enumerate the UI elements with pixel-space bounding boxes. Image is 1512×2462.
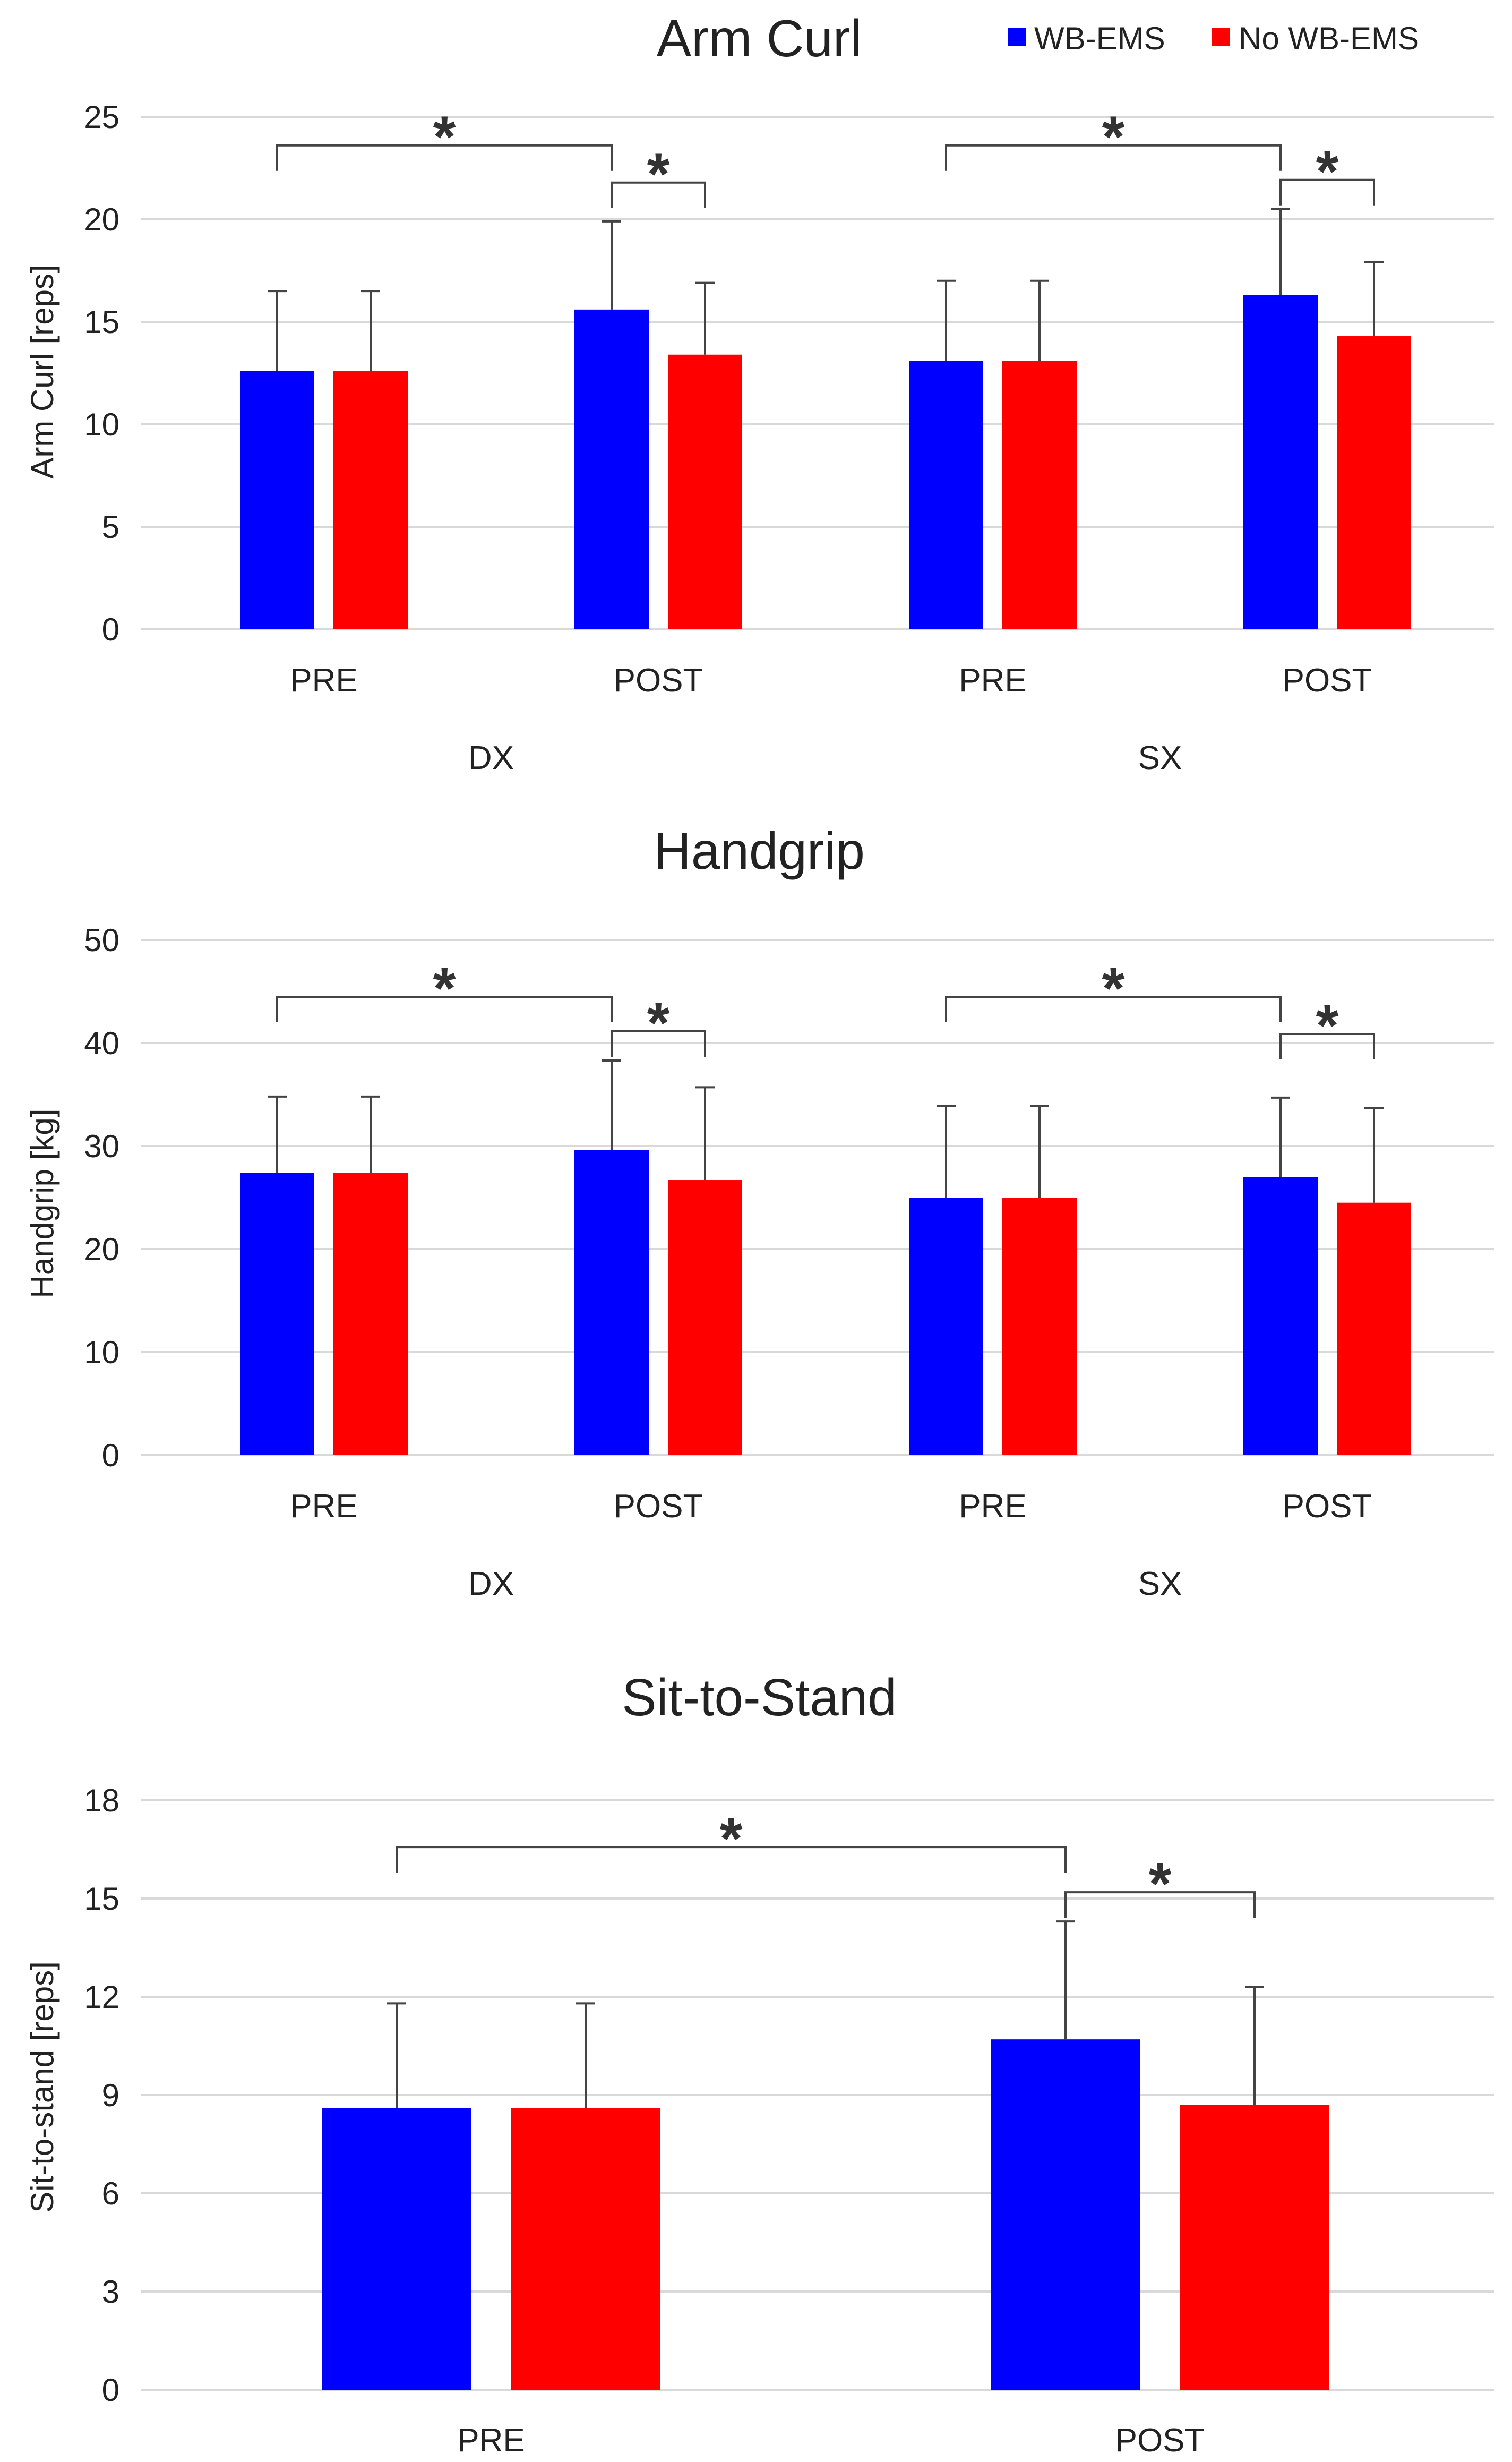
legend-label-no-wb-ems: No WB-EMS	[1239, 21, 1419, 56]
significance-star: *	[433, 956, 456, 1021]
significance-bracket	[276, 995, 613, 1022]
significance-bracket	[611, 1030, 706, 1057]
y-tick-label: 3	[102, 2274, 119, 2310]
significance-bracket	[1064, 1891, 1256, 1918]
significance-star: *	[1102, 105, 1125, 170]
significance-star: *	[1102, 956, 1125, 1021]
y-axis-label: Arm Curl [reps]	[24, 264, 60, 478]
x-tick-label: PRE	[457, 2422, 525, 2459]
y-tick-label: 0	[102, 612, 119, 647]
bar-no-wb-ems	[668, 354, 742, 629]
bar-wb-ems	[240, 371, 314, 629]
y-tick-label: 40	[84, 1025, 119, 1061]
x-tick-label: POST	[614, 662, 703, 699]
y-tick-label: 50	[84, 922, 119, 958]
bar-no-wb-ems	[511, 2108, 660, 2390]
bar-wb-ems	[240, 1173, 314, 1455]
y-tick-label: 20	[84, 202, 119, 237]
y-tick-label: 0	[102, 1438, 119, 1473]
x-tick-label: POST	[1115, 2422, 1205, 2459]
bar-no-wb-ems	[1002, 361, 1077, 629]
bar-no-wb-ems	[668, 1180, 742, 1455]
y-tick-label: 10	[84, 407, 119, 442]
bar-wb-ems	[574, 309, 649, 629]
chart-title: Handgrip	[654, 822, 865, 880]
significance-star: *	[1149, 1851, 1172, 1917]
chart-arm-curl: Arm Curl Arm Curl [reps] 0 5 10 15 20 25 * * * *…	[24, 9, 1494, 776]
y-tick-label: 12	[84, 1979, 119, 2015]
x-group-label: DX	[468, 740, 514, 776]
x-tick-label: PRE	[290, 662, 357, 699]
y-axis-label: Sit-to-stand [reps]	[24, 1961, 60, 2213]
legend: WB-EMS No WB-EMS	[1008, 21, 1419, 56]
y-tick-label: 15	[84, 1881, 119, 1917]
x-tick-label: POST	[614, 1488, 703, 1525]
bar-wb-ems	[1243, 295, 1318, 629]
x-tick-label: PRE	[959, 1488, 1026, 1525]
bar-wb-ems	[991, 2039, 1140, 2390]
x-tick-label: POST	[1283, 662, 1372, 699]
y-tick-label: 20	[84, 1232, 119, 1267]
legend-swatch-no-wb-ems	[1212, 28, 1230, 46]
x-group-label: SX	[1138, 1566, 1182, 1602]
bar-no-wb-ems	[333, 371, 408, 629]
significance-star: *	[720, 1806, 743, 1871]
y-tick-label: 0	[102, 2372, 119, 2408]
x-group-label: DX	[468, 1566, 514, 1602]
significance-bracket	[1279, 1032, 1375, 1059]
significance-bracket	[396, 1846, 1067, 1873]
significance-star: *	[647, 990, 670, 1056]
chart-sit-to-stand: Sit-to-Stand Sit-to-stand [reps] 0 3 6 9 12 1…	[24, 1668, 1494, 2459]
x-tick-label: PRE	[959, 662, 1026, 699]
significance-star: *	[433, 105, 456, 170]
bar-wb-ems	[909, 1198, 983, 1455]
significance-star: *	[1316, 139, 1339, 204]
bar-wb-ems	[909, 361, 983, 629]
bar-no-wb-ems	[1337, 1202, 1411, 1455]
significance-bracket	[276, 144, 613, 171]
x-tick-label: PRE	[290, 1488, 357, 1525]
bar-no-wb-ems	[333, 1173, 408, 1455]
y-tick-label: 5	[102, 509, 119, 545]
bar-wb-ems	[322, 2108, 471, 2390]
legend-label-wb-ems: WB-EMS	[1034, 21, 1165, 56]
bar-no-wb-ems	[1180, 2105, 1329, 2390]
significance-bracket	[1279, 178, 1375, 206]
significance-bracket	[945, 995, 1282, 1022]
bar-wb-ems	[574, 1150, 649, 1455]
y-tick-label: 6	[102, 2176, 119, 2211]
y-tick-label: 15	[84, 304, 119, 340]
y-tick-label: 10	[84, 1335, 119, 1370]
y-tick-label: 9	[102, 2078, 119, 2113]
legend-swatch-wb-ems	[1008, 28, 1026, 46]
bar-no-wb-ems	[1002, 1198, 1077, 1455]
chart-title: Arm Curl	[657, 9, 862, 67]
y-tick-label: 18	[84, 1783, 119, 1818]
x-tick-label: POST	[1283, 1488, 1372, 1525]
y-tick-label: 25	[84, 99, 119, 135]
chart-title: Sit-to-Stand	[622, 1668, 896, 1726]
significance-bracket	[611, 181, 706, 208]
significance-bracket	[945, 144, 1282, 171]
bar-no-wb-ems	[1337, 336, 1411, 629]
y-axis-label: Handgrip [kg]	[24, 1109, 60, 1298]
bar-wb-ems	[1243, 1177, 1318, 1455]
y-tick-label: 30	[84, 1129, 119, 1164]
significance-star: *	[1316, 993, 1339, 1058]
significance-star: *	[647, 142, 670, 207]
x-group-label: SX	[1138, 740, 1182, 776]
